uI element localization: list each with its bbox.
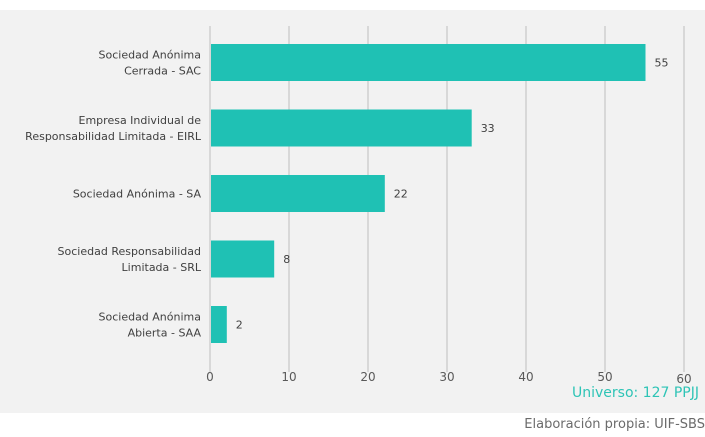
data-label: 8: [283, 253, 290, 266]
x-tick-label: 50: [597, 370, 612, 384]
category-label: Sociedad Anónima Cerrada - SAC: [99, 49, 202, 78]
x-tick-label: 20: [360, 370, 375, 384]
category-label-line: Sociedad Anónima: [99, 49, 202, 62]
x-tick-label: 0: [206, 370, 214, 384]
source-note: Elaboración propia: UIF-SBS: [524, 417, 705, 432]
category-label-line: Responsabilidad Limitada - EIRL: [25, 130, 202, 143]
data-label: 33: [481, 122, 495, 135]
category-label-line: Empresa Individual de: [79, 114, 202, 127]
category-label-line: Sociedad Anónima - SA: [73, 188, 202, 201]
bar: [211, 44, 646, 81]
bar: [211, 306, 227, 343]
data-label: 22: [394, 188, 408, 201]
bar: [211, 240, 275, 278]
category-label: Sociedad Anónima - SA: [73, 188, 202, 201]
bar: [211, 175, 385, 212]
x-tick-label: 40: [518, 370, 533, 384]
category-label-line: Sociedad Responsabilidad: [58, 245, 201, 258]
bar: [211, 109, 472, 147]
universe-note: Universo: 127 PPJJ: [571, 385, 699, 401]
category-label: Empresa Individual de Responsabilidad Lim…: [25, 114, 202, 143]
category-label: Sociedad Anónima Abierta - SAA: [99, 311, 202, 340]
x-tick-label: 60: [676, 372, 691, 386]
x-tick-label: 10: [281, 370, 296, 384]
data-label: 2: [236, 319, 243, 332]
bar-chart: 0 10 20 30 40 50 60 55 Sociedad Anónima Cerrada -…: [25, 26, 692, 386]
x-tick-label: 30: [439, 370, 454, 384]
category-label-line: Sociedad Anónima: [99, 311, 202, 324]
data-label: 55: [655, 57, 669, 70]
category-label-line: Abierta - SAA: [128, 327, 202, 340]
category-label-line: Limitada - SRL: [122, 261, 202, 274]
category-label: Sociedad Responsabilidad Limitada - SRL: [58, 245, 202, 274]
category-label-line: Cerrada - SAC: [124, 65, 201, 78]
chart-panel: 0 10 20 30 40 50 60 55 Sociedad Anónima Cerrada -…: [0, 10, 705, 413]
